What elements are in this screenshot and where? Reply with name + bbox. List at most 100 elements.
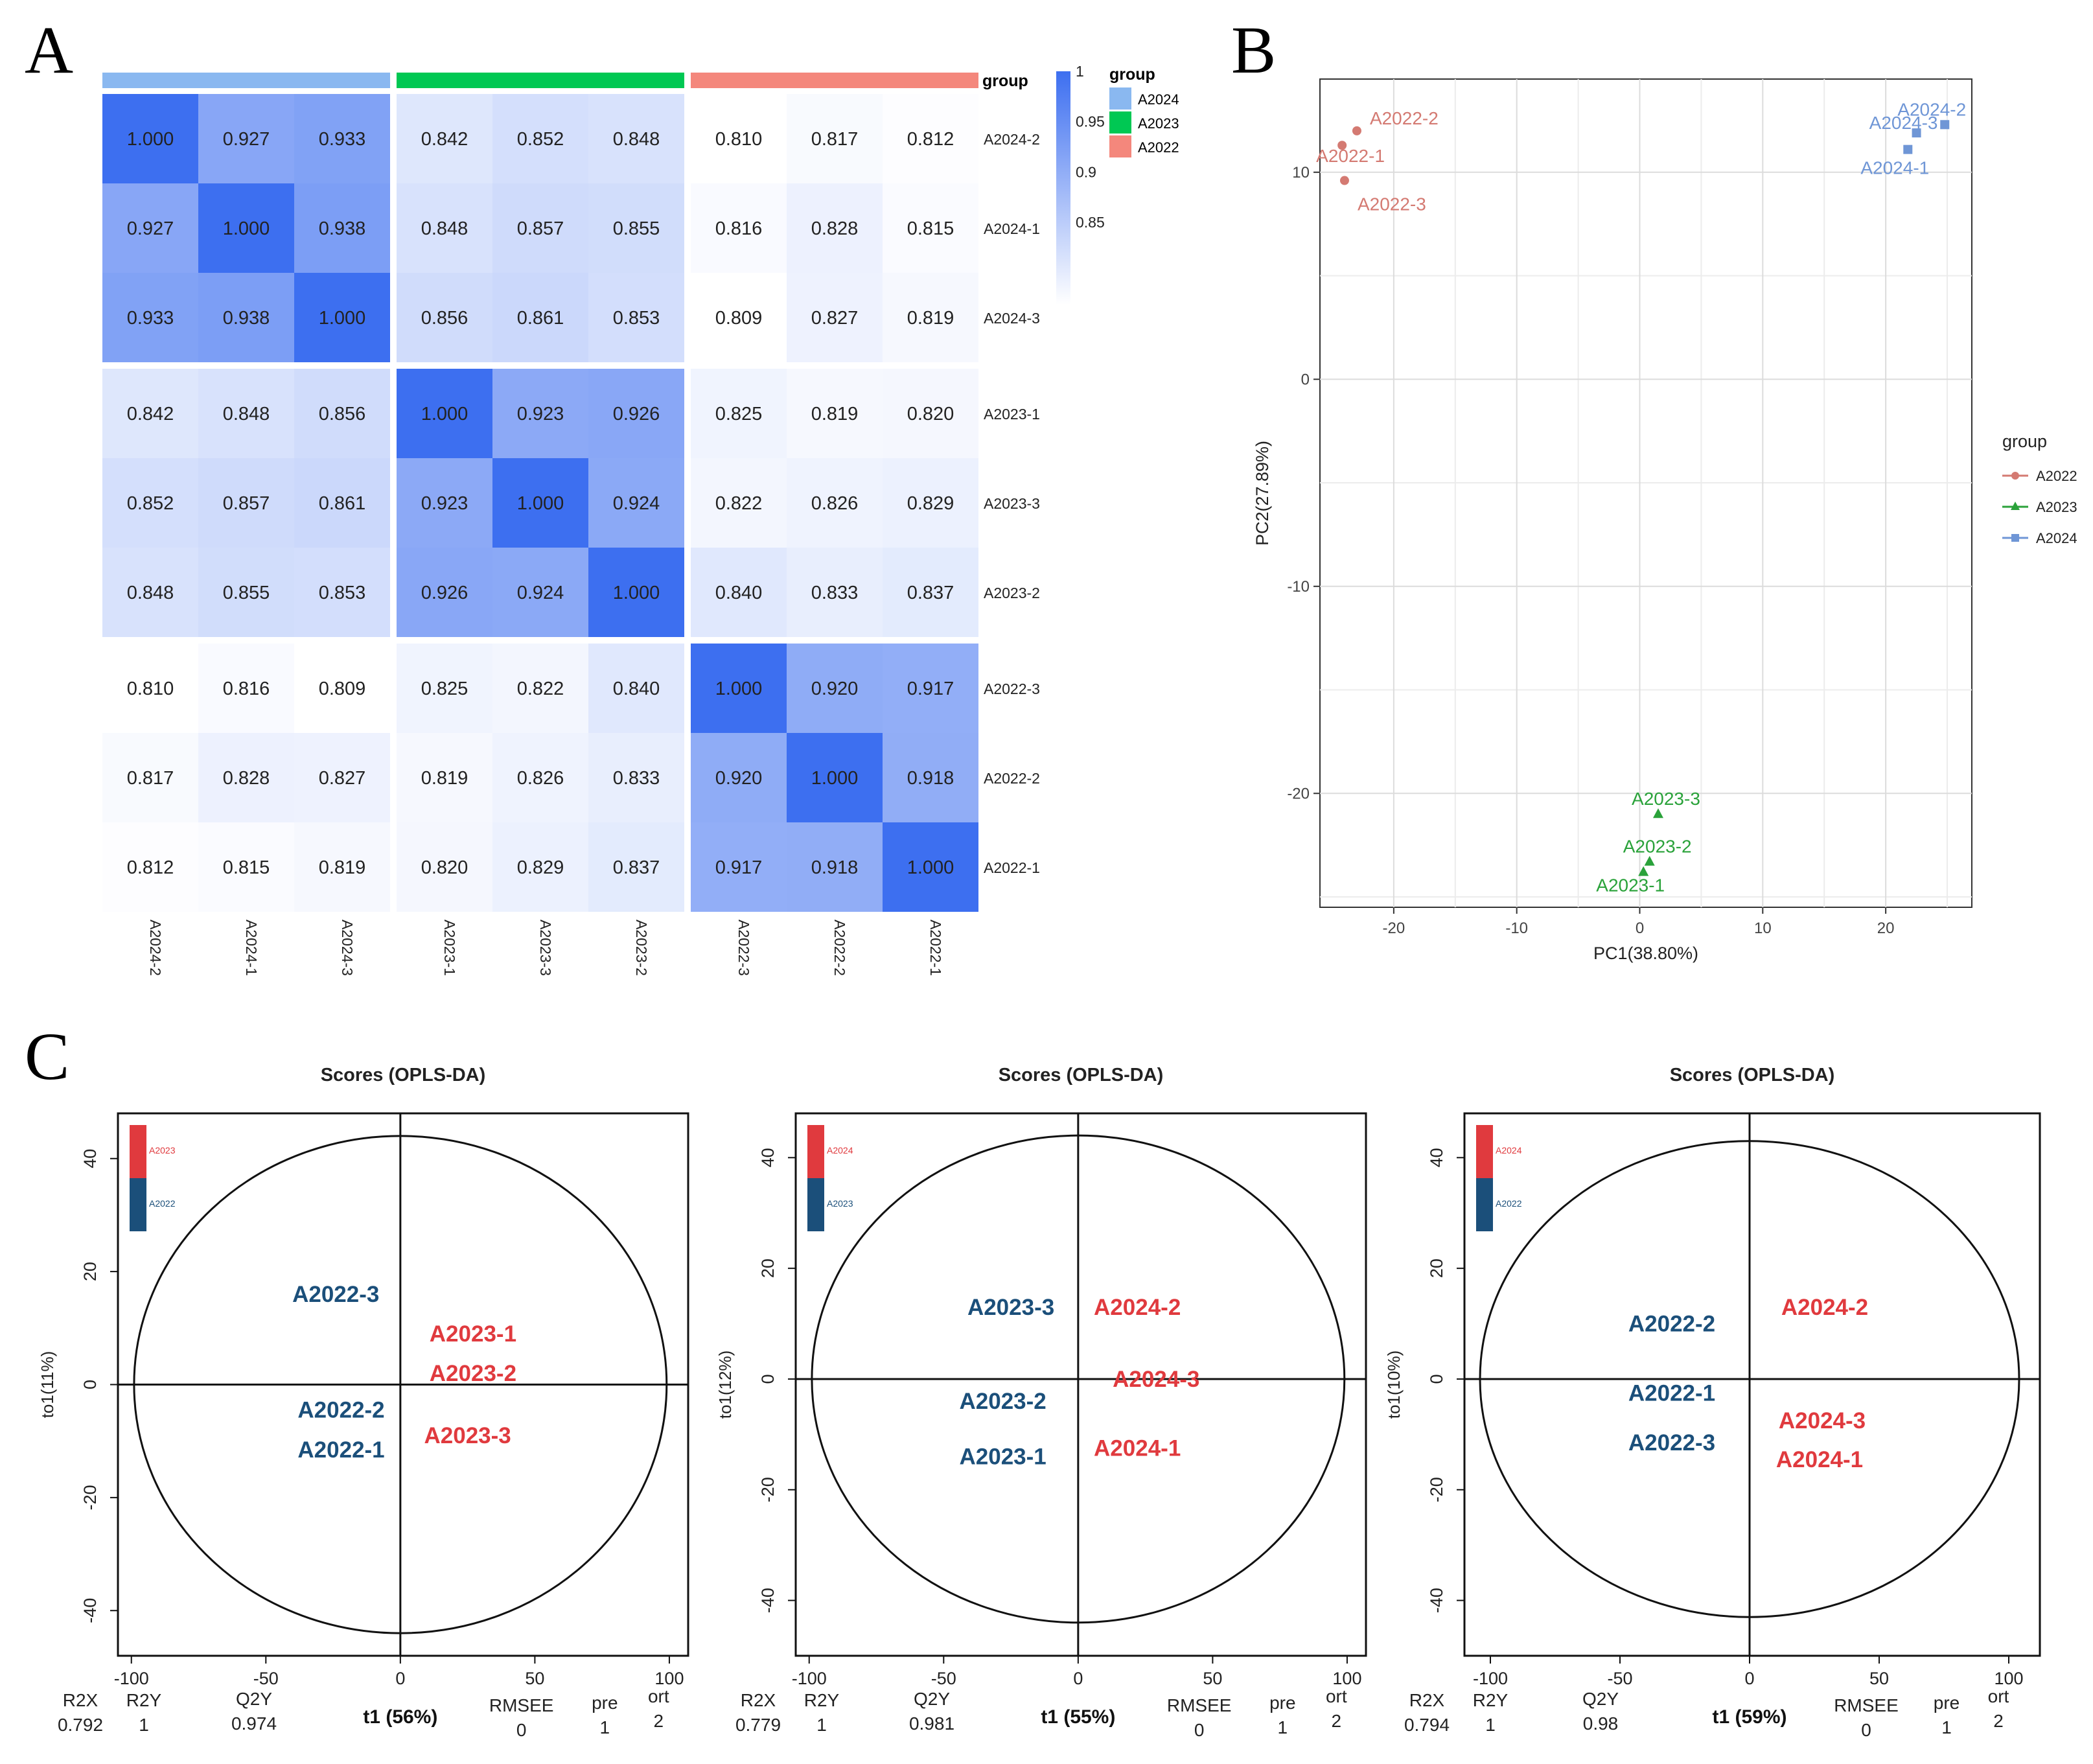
score-point-label: A2023-1 (959, 1445, 1046, 1470)
heatmap-cell (787, 644, 883, 733)
score-point-label: A2023-3 (424, 1423, 511, 1448)
heatmap-value: 0.809 (715, 308, 763, 329)
x-tick-label: 50 (1869, 1669, 1889, 1688)
y-tick-label: 0 (80, 1380, 100, 1389)
heatmap-value: 0.855 (223, 583, 270, 603)
heatmap-cell (588, 369, 684, 458)
legend-swatch (1109, 87, 1131, 110)
column-label: A2024-3 (339, 920, 356, 976)
stat-label: ort (1988, 1686, 2009, 1706)
heatmap-cell (588, 273, 684, 362)
data-point (1940, 120, 1950, 130)
heatmap-value: 0.816 (223, 679, 270, 699)
stat-value: 1 (1485, 1715, 1496, 1735)
stat-value: 0 (1861, 1720, 1871, 1740)
heatmap-cell (691, 548, 787, 637)
heatmap-cell (492, 822, 588, 912)
stat-label: R2X (741, 1690, 776, 1710)
heatmap-cell (492, 548, 588, 637)
heatmap-cell (787, 733, 883, 822)
legend-marker (2011, 502, 2020, 510)
x-tick-label: 0 (1744, 1669, 1754, 1688)
heatmap-cell (294, 822, 390, 912)
legend-marker (2011, 534, 2019, 542)
heatmap-value: 0.825 (715, 404, 763, 424)
heatmap-cell (198, 644, 294, 733)
row-label: A2024-2 (984, 131, 1040, 148)
y-tick-label: 10 (1292, 164, 1310, 181)
row-label: A2023-2 (984, 585, 1040, 601)
y-tick-label: 0 (758, 1374, 778, 1384)
data-point (1652, 808, 1663, 818)
heatmap-cell (492, 733, 588, 822)
heatmap-value: 0.819 (421, 768, 468, 789)
plot-frame (1463, 1112, 2041, 1657)
legend-label: A2022 (2036, 468, 2077, 484)
x-tick-label: -100 (114, 1669, 149, 1688)
y-tick-label: -10 (1287, 578, 1310, 596)
heatmap-value: 0.817 (127, 768, 174, 789)
heatmap-cell (691, 822, 787, 912)
heatmap-cell (198, 369, 294, 458)
heatmap-value: 0.817 (811, 129, 859, 150)
heatmap-value: 0.917 (907, 679, 954, 699)
heatmap-value: 0.857 (223, 493, 270, 514)
heatmap-value: 0.812 (907, 129, 954, 150)
data-point (1352, 126, 1361, 135)
heatmap-value: 0.856 (421, 308, 468, 329)
data-point (1912, 128, 1921, 138)
x-tick-label: -10 (1505, 920, 1528, 937)
legend-swatch (130, 1178, 146, 1231)
opls-panel-2: Scores (OPLS-DA)-100 -50 0 50 10040200-20-40… (715, 1065, 1367, 1740)
heatmap-value: 1.000 (811, 768, 859, 789)
stat-label: R2Y (1473, 1690, 1509, 1710)
stat-value: 0.794 (1404, 1715, 1450, 1735)
heatmap-cell (691, 94, 787, 183)
group-bar-label: group (982, 72, 1028, 90)
heatmap-cell (787, 94, 883, 183)
heatmap-value: 0.842 (421, 129, 468, 150)
color-scale-tick: 0.95 (1076, 113, 1105, 130)
heatmap-value: 0.857 (517, 218, 564, 239)
group-bar (102, 73, 390, 88)
x-tick-label: -50 (931, 1669, 956, 1688)
stat-value: 0.981 (909, 1713, 954, 1734)
stat-value: 0.792 (58, 1715, 103, 1735)
y-tick-label: -20 (1287, 785, 1310, 802)
opls-panel-1: Scores (OPLS-DA)-100 -50 0 50 10040200-20-40… (38, 1065, 689, 1740)
heatmap-cell (883, 733, 978, 822)
heatmap-cell (883, 273, 978, 362)
point-label: A2024-3 (1869, 113, 1938, 133)
legend-label: A2024 (1138, 91, 1179, 108)
heatmap-cell (397, 273, 492, 362)
legend-label: A2024 (827, 1145, 853, 1155)
heatmap-value: 0.853 (319, 583, 366, 603)
column-label: A2023-2 (633, 920, 650, 976)
heatmap-cell (787, 273, 883, 362)
heatmap-cell (294, 644, 390, 733)
legend-title: group (2002, 432, 2047, 451)
opls-panel-3: Scores (OPLS-DA)-100 -50 0 50 10040200-20-40… (1384, 1065, 2041, 1740)
heatmap-value: 0.822 (517, 679, 564, 699)
heatmap-cell (588, 733, 684, 822)
heatmap-value: 0.829 (517, 857, 564, 878)
stat-label: Q2Y (914, 1689, 950, 1709)
score-point-label: A2022-2 (1628, 1312, 1715, 1337)
stat-value: 1 (816, 1715, 827, 1735)
heatmap-value: 0.861 (319, 493, 366, 514)
stat-label: R2X (63, 1690, 98, 1710)
heatmap-value: 0.828 (223, 768, 270, 789)
data-point (1903, 145, 1913, 154)
score-point-label: A2024-2 (1781, 1295, 1868, 1320)
heatmap-cell (102, 822, 198, 912)
heatmap-cell (588, 644, 684, 733)
y-tick-label: 20 (80, 1262, 100, 1281)
stat-label: R2Y (126, 1690, 162, 1710)
heatmap-value: 0.938 (223, 308, 270, 329)
legend-swatch (807, 1178, 824, 1231)
stat-value: 2 (654, 1711, 664, 1731)
heatmap-cell (691, 458, 787, 548)
heatmap-value: 0.920 (811, 679, 859, 699)
heatmap-cell (492, 458, 588, 548)
panel-label-c: C (25, 1019, 69, 1094)
